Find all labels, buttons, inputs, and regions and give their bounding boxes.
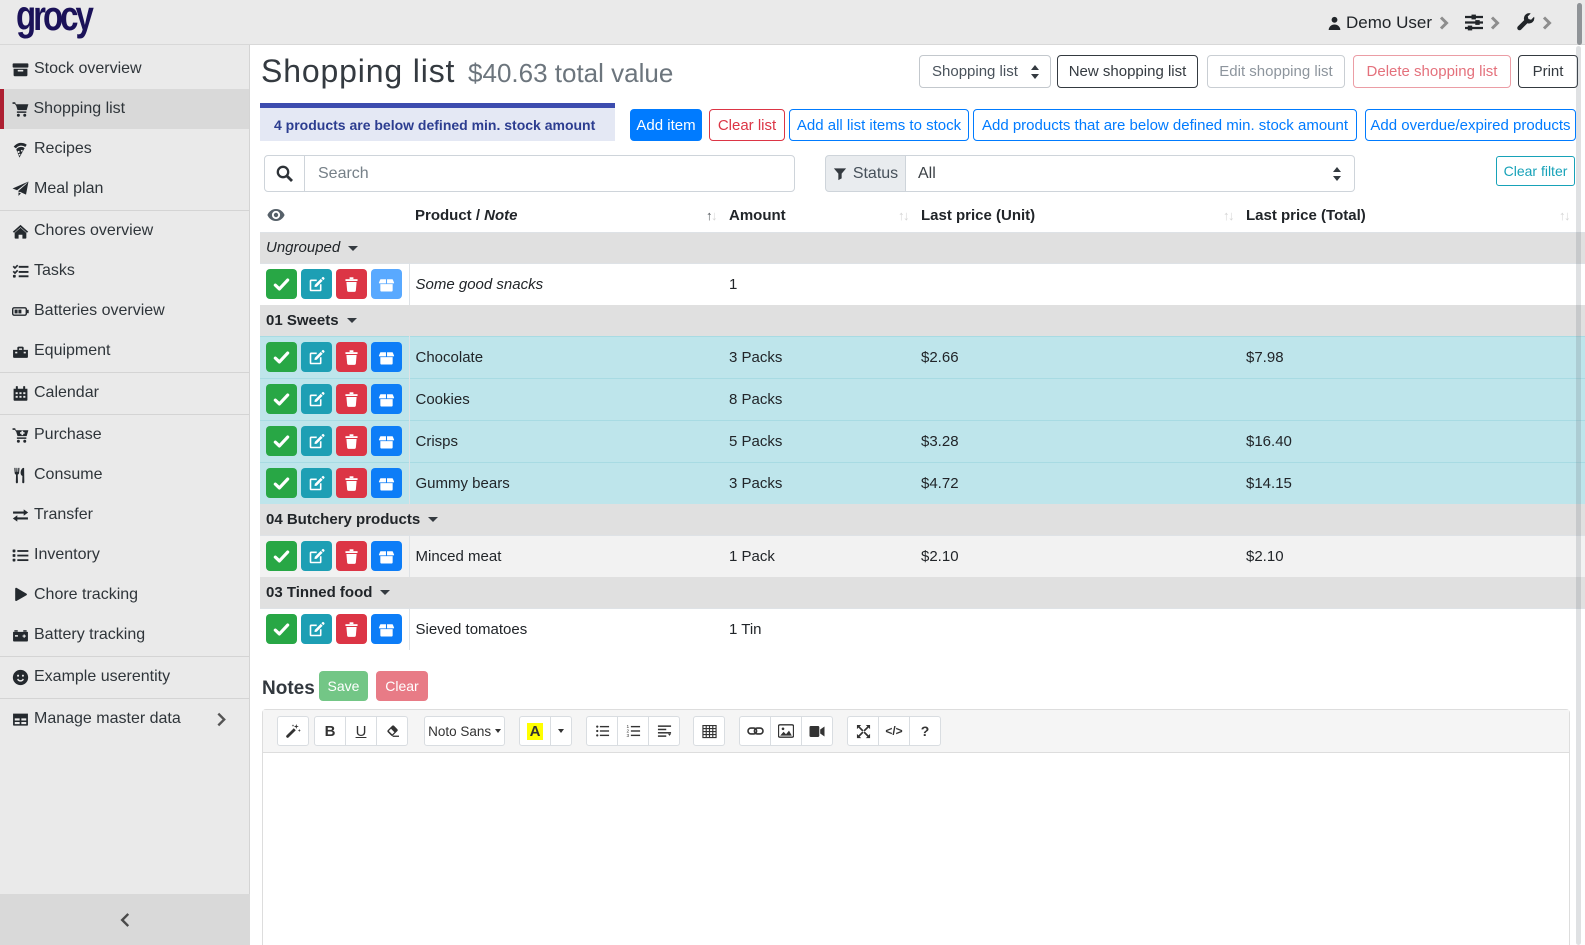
svg-text:1: 1 xyxy=(626,724,629,730)
svg-text:3: 3 xyxy=(626,733,629,738)
svg-text:2: 2 xyxy=(626,729,629,735)
